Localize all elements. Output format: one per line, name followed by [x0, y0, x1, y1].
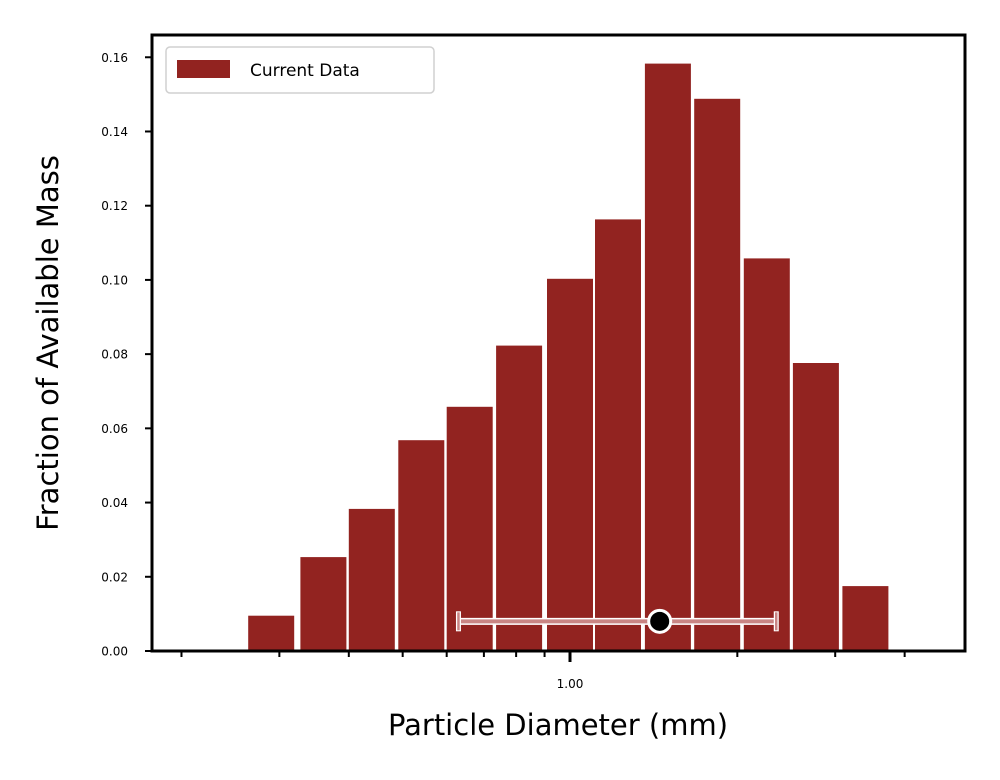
bar: [300, 557, 347, 651]
y-tick-label: 0.12: [101, 199, 128, 213]
x-tick-label: 1.00: [557, 677, 584, 691]
summary-marker: [647, 608, 673, 634]
bar: [694, 98, 741, 652]
legend: Current Data: [165, 46, 435, 94]
bar: [398, 440, 445, 651]
y-tick-label: 0.14: [101, 125, 128, 139]
summary-errorbar: [455, 608, 779, 634]
bar: [842, 586, 889, 651]
bar: [547, 278, 593, 651]
bar: [743, 258, 790, 651]
y-axis-title: Fraction of Available Mass: [31, 155, 65, 531]
bar: [792, 363, 839, 651]
bar: [595, 219, 641, 651]
plot-frame: [150, 33, 967, 653]
y-tick-label: 0.06: [101, 422, 128, 436]
bar: [446, 406, 493, 651]
x-axis: 1.00: [180, 651, 906, 691]
legend-swatch: [177, 60, 230, 78]
y-tick-label: 0.02: [101, 570, 128, 584]
bar-series: [248, 63, 889, 652]
y-axis: 0.00 0.02 0.04 0.06 0.08 0.10 0.12 0.14 0.16: [101, 51, 152, 659]
y-tick-label: 0.10: [101, 273, 128, 287]
y-tick-label: 0.04: [101, 496, 128, 510]
bar: [496, 345, 543, 651]
bar: [248, 615, 295, 651]
x-axis-title: Particle Diameter (mm): [388, 708, 728, 742]
y-tick-label: 0.16: [101, 51, 128, 65]
legend-box: [165, 46, 435, 94]
legend-label: Current Data: [250, 61, 360, 81]
bar: [348, 508, 395, 651]
bar: [644, 63, 691, 652]
y-tick-label: 0.08: [101, 348, 128, 362]
y-tick-label: 0.00: [101, 645, 128, 659]
